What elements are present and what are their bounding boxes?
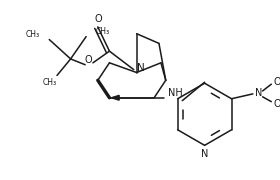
Text: CH₃: CH₃ (25, 30, 39, 39)
Polygon shape (111, 95, 119, 100)
Text: NH: NH (168, 88, 183, 98)
Text: O: O (84, 55, 92, 65)
Text: N: N (255, 88, 262, 98)
Text: N: N (201, 149, 208, 159)
Text: O: O (273, 99, 280, 109)
Text: CH₃: CH₃ (42, 78, 56, 87)
Text: N: N (137, 63, 144, 73)
Text: O: O (273, 77, 280, 87)
Text: CH₃: CH₃ (96, 27, 110, 36)
Text: O: O (95, 14, 102, 24)
